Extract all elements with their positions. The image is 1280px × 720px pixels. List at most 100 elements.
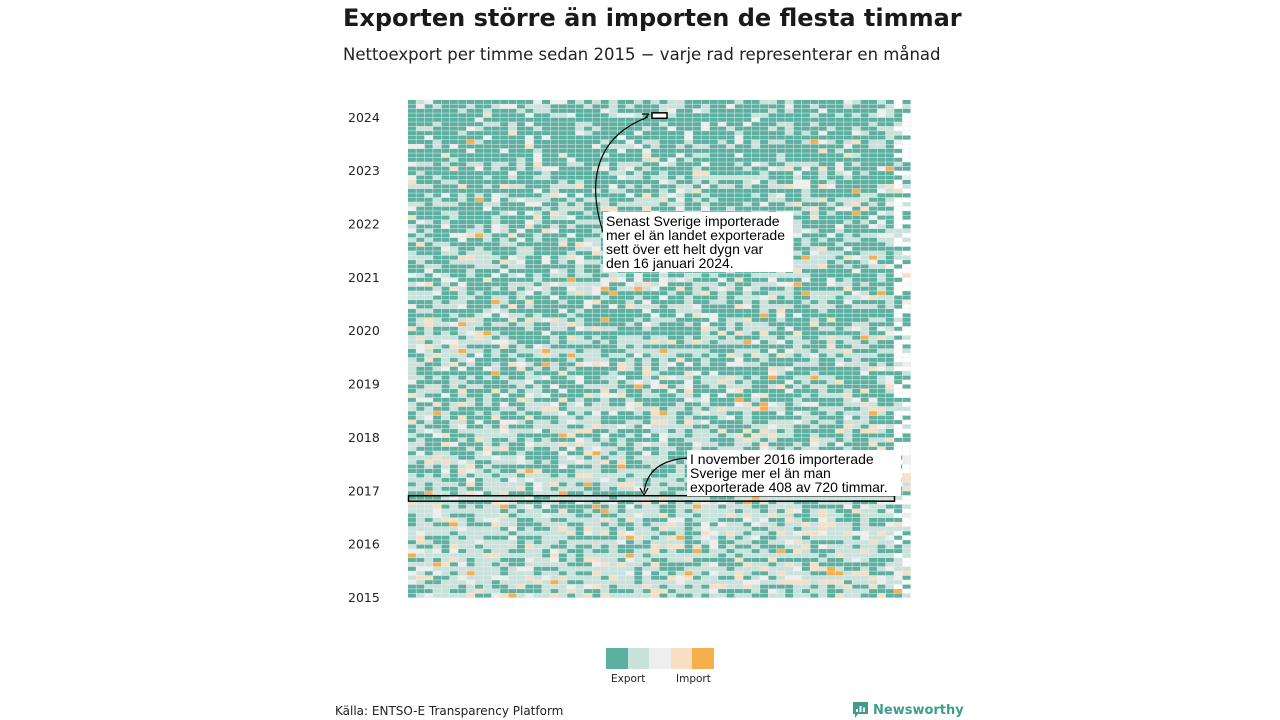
heatmap-cell: [760, 349, 768, 353]
heatmap-cell: [584, 460, 592, 465]
heatmap-cell: [734, 575, 743, 580]
heatmap-cell: [609, 486, 618, 491]
heatmap-cell: [860, 246, 869, 251]
heatmap-cell: [533, 517, 542, 522]
heatmap-cell: [734, 371, 743, 376]
heatmap-cell: [533, 455, 542, 460]
heatmap-cell: [693, 313, 701, 318]
heatmap-cell: [592, 268, 601, 273]
heatmap-cell: [475, 522, 483, 527]
heatmap-cell: [634, 442, 643, 447]
heatmap-cell: [693, 286, 701, 291]
heatmap-cell: [558, 308, 567, 313]
heatmap-cell: [684, 353, 693, 358]
heatmap-cell: [810, 300, 819, 305]
heatmap-cell: [500, 273, 509, 278]
heatmap-cell: [726, 411, 735, 416]
heatmap-cell: [877, 531, 886, 536]
heatmap-cell: [525, 308, 534, 313]
heatmap-cell: [885, 384, 894, 389]
heatmap-cell: [793, 264, 802, 269]
heatmap-cell: [575, 509, 584, 514]
heatmap-cell: [408, 522, 416, 527]
heatmap-cell: [483, 437, 492, 442]
heatmap-cell: [617, 326, 626, 331]
heatmap-cell: [734, 424, 743, 429]
heatmap-cell: [902, 557, 911, 562]
heatmap-cell: [877, 317, 886, 322]
heatmap-cell: [860, 242, 869, 247]
heatmap-cell: [600, 531, 609, 536]
heatmap-cell: [500, 349, 509, 353]
heatmap-cell: [785, 495, 794, 500]
heatmap-cell: [416, 526, 425, 531]
heatmap-cell: [584, 264, 592, 269]
heatmap-cell: [584, 380, 592, 385]
heatmap-cell: [634, 366, 643, 371]
heatmap-cell: [609, 589, 618, 594]
heatmap-cell: [902, 286, 911, 291]
heatmap-cell: [533, 291, 542, 296]
heatmap-cell: [894, 424, 903, 429]
heatmap-cell: [818, 420, 827, 425]
heatmap-cell: [810, 397, 819, 402]
heatmap-cell: [441, 593, 450, 598]
heatmap-cell: [642, 313, 651, 318]
heatmap-cell: [885, 366, 894, 371]
heatmap-cell: [818, 424, 827, 429]
heatmap-cell: [760, 402, 768, 407]
heatmap-cell: [776, 322, 785, 327]
heatmap-cell: [575, 464, 584, 469]
heatmap-cell: [508, 389, 517, 393]
heatmap-cell: [575, 291, 584, 296]
heatmap-cell: [516, 393, 525, 398]
heatmap-cell: [533, 384, 542, 389]
heatmap-cell: [894, 282, 903, 287]
heatmap-cell: [651, 566, 659, 571]
heatmap-cell: [491, 255, 500, 260]
heatmap-cell: [877, 353, 886, 358]
heatmap-cell: [843, 406, 852, 411]
heatmap-cell: [625, 340, 634, 345]
heatmap-cell: [810, 535, 819, 540]
heatmap-cell: [776, 495, 785, 500]
heatmap-cell: [533, 380, 542, 385]
heatmap-cell: [860, 562, 869, 567]
heatmap-cell: [693, 589, 701, 594]
heatmap-cell: [860, 375, 869, 380]
heatmap-cell: [542, 411, 551, 416]
heatmap-cell: [609, 300, 618, 305]
heatmap-cell: [408, 589, 416, 594]
heatmap-cell: [659, 411, 668, 416]
heatmap-cell: [592, 246, 601, 251]
heatmap-cell: [776, 335, 785, 340]
heatmap-cell: [810, 255, 819, 260]
heatmap-cell: [852, 335, 861, 340]
heatmap-cell: [458, 291, 467, 296]
heatmap-cell: [818, 442, 827, 447]
heatmap-cell: [693, 291, 701, 296]
heatmap-cell: [701, 411, 710, 416]
heatmap-cell: [449, 589, 458, 594]
heatmap-cell: [793, 575, 802, 580]
heatmap-cell: [458, 228, 467, 233]
heatmap-cell: [751, 349, 760, 353]
heatmap-cell: [466, 531, 475, 536]
heatmap-cell: [734, 406, 743, 411]
heatmap-cell: [902, 531, 911, 536]
heatmap-cell: [491, 429, 500, 433]
heatmap-cell: [793, 406, 802, 411]
heatmap-cell: [617, 495, 626, 500]
heatmap-cell: [642, 286, 651, 291]
heatmap-cell: [433, 397, 442, 402]
heatmap-cell: [567, 260, 576, 265]
heatmap-cell: [785, 384, 794, 389]
heatmap-cell: [642, 380, 651, 385]
heatmap-cell: [734, 291, 743, 296]
heatmap-cell: [793, 326, 802, 331]
heatmap-cell: [701, 571, 710, 576]
heatmap-cell: [625, 517, 634, 522]
heatmap-cell: [802, 282, 810, 287]
heatmap-cell: [525, 317, 534, 322]
heatmap-cell: [701, 433, 710, 438]
